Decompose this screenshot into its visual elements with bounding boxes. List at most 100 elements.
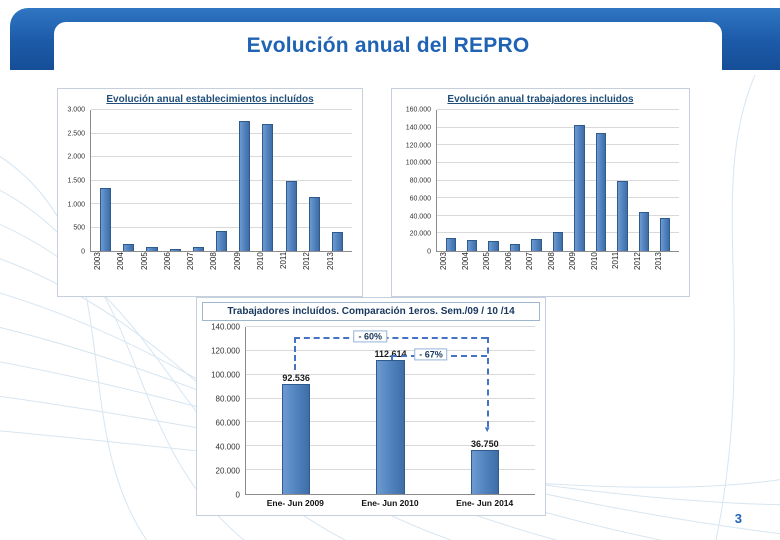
chart-title: Trabajadores incluídos. Comparación 1ero… bbox=[202, 302, 540, 321]
annotation-minus-67pct: - 67% bbox=[414, 348, 448, 361]
annotation-dashed-line bbox=[293, 337, 296, 371]
gridline bbox=[91, 156, 352, 157]
gridline bbox=[437, 109, 679, 110]
annotation-dashed-line bbox=[293, 337, 487, 340]
x-tick-label: 2004 bbox=[460, 252, 470, 270]
bar-2013 bbox=[331, 232, 344, 251]
y-tick-label: 160.000 bbox=[405, 106, 431, 114]
x-axis: 2003 2004 2005 2006 2007 2008 2009 2010 2011 2012… bbox=[436, 252, 679, 294]
x-tick-label: 2007 bbox=[525, 252, 535, 270]
bar-slot: 112.614 bbox=[343, 327, 437, 494]
x-tick-label: 2005 bbox=[482, 252, 492, 270]
annotation-layer: ▼ - 60% - 67% bbox=[246, 327, 535, 494]
x-axis: 2003 2004 2005 2006 2007 2008 2009 2010 2011 2012… bbox=[90, 252, 352, 294]
bar-2012 bbox=[308, 196, 320, 251]
bar-2005 bbox=[488, 241, 499, 251]
bar-2007 bbox=[531, 238, 542, 251]
y-tick-label: 500 bbox=[73, 224, 85, 232]
bar-2011 bbox=[617, 180, 628, 251]
y-tick-label: 40.000 bbox=[215, 442, 240, 452]
chart-title: Evolución anual trabajadores incluidos bbox=[447, 94, 634, 105]
y-tick-label: 60.000 bbox=[409, 195, 431, 203]
plot-area bbox=[90, 109, 352, 252]
x-tick-label: 2010 bbox=[589, 252, 599, 270]
bar-slot bbox=[504, 110, 525, 251]
bar-2011 bbox=[285, 180, 297, 251]
annotation-minus-60pct: - 60% bbox=[353, 330, 388, 343]
bar-2010 bbox=[595, 132, 607, 251]
x-tick-label: 2010 bbox=[255, 252, 265, 270]
bar-slot bbox=[210, 110, 233, 251]
x-tick-label: Ene- Jun 2009 bbox=[266, 498, 324, 508]
chart-establecimientos: Evolución anual establecimientos incluíd… bbox=[57, 88, 363, 297]
x-tick-label: 2013 bbox=[325, 252, 335, 270]
page-number: 3 bbox=[734, 511, 742, 526]
x-tick-label: 2008 bbox=[546, 252, 556, 270]
y-tick-label: 100.000 bbox=[211, 370, 240, 380]
x-tick-label: 2003 bbox=[93, 252, 102, 270]
x-tick-label: 2011 bbox=[611, 252, 621, 270]
bar-2004 bbox=[123, 243, 135, 251]
x-tick-label: 2009 bbox=[232, 252, 242, 270]
chart-body: 0 500 1.000 1.500 2.000 2.500 3.000 2003 2004 20… bbox=[58, 106, 362, 296]
gridline bbox=[437, 161, 679, 163]
bar-slot bbox=[326, 110, 349, 251]
y-tick-label: 60.000 bbox=[215, 418, 240, 428]
gridline bbox=[91, 179, 352, 181]
x-tick-label: 2004 bbox=[116, 252, 126, 270]
x-tick-label: 2009 bbox=[568, 252, 578, 270]
chart-title: Evolución anual establecimientos incluíd… bbox=[106, 94, 314, 105]
annotation-dashed-line bbox=[390, 355, 393, 361]
bar-slot bbox=[303, 110, 326, 251]
x-tick-label: 2005 bbox=[139, 252, 149, 270]
gridline bbox=[437, 144, 679, 146]
bar-slot bbox=[440, 110, 461, 251]
gridline bbox=[437, 214, 679, 216]
x-tick-label: 2011 bbox=[279, 252, 289, 270]
bar-slot bbox=[187, 110, 210, 251]
x-tick-label: 2006 bbox=[162, 252, 172, 270]
bar-Ene- Jun 2014 bbox=[470, 450, 499, 494]
x-tick-label: 2006 bbox=[503, 252, 513, 270]
gridline bbox=[437, 179, 679, 181]
x-tick-label: 2007 bbox=[186, 252, 196, 270]
y-tick-label: 2.000 bbox=[67, 153, 85, 161]
bar-2006 bbox=[169, 248, 181, 251]
bar-value-label: 112.614 bbox=[374, 348, 407, 359]
bar-slot bbox=[633, 110, 654, 251]
bar-slot bbox=[547, 110, 568, 251]
bar-2008 bbox=[215, 230, 228, 251]
y-tick-label: 120.000 bbox=[405, 142, 431, 149]
bar-slot: 36.750 bbox=[438, 327, 532, 494]
y-tick-label: 20.000 bbox=[215, 466, 240, 476]
x-tick-label: Ene- Jun 2014 bbox=[456, 498, 514, 508]
y-tick-label: 0 bbox=[81, 248, 85, 256]
x-tick-label: 2013 bbox=[654, 252, 664, 270]
bar-2008 bbox=[552, 231, 564, 251]
plot-area bbox=[436, 109, 679, 252]
bar-slot bbox=[569, 110, 590, 251]
x-tick-label: 2008 bbox=[209, 252, 219, 270]
bar-slot bbox=[612, 110, 633, 251]
bar-2013 bbox=[660, 217, 671, 251]
bar-2004 bbox=[467, 240, 478, 251]
y-axis: 0 20.000 40.000 60.000 80.000 100.000 120.000 1… bbox=[394, 106, 436, 256]
plot-area: ▼ - 60% - 67% 92.536 112.614 36.750 bbox=[245, 326, 535, 495]
bar-slot bbox=[461, 110, 482, 251]
bar-slot: 92.536 bbox=[249, 327, 343, 494]
bar-value-label: 92.536 bbox=[282, 372, 310, 383]
y-tick-label: 1.000 bbox=[67, 201, 85, 209]
bar-2009 bbox=[574, 124, 585, 251]
bar-2009 bbox=[239, 121, 251, 251]
bar-2006 bbox=[509, 243, 521, 251]
y-axis: 0 500 1.000 1.500 2.000 2.500 3.000 bbox=[60, 107, 90, 256]
gridline bbox=[91, 132, 352, 134]
x-tick-label: 2012 bbox=[302, 252, 312, 270]
bar-slot bbox=[256, 110, 279, 251]
bar-slot bbox=[655, 110, 676, 251]
x-axis: Ene- Jun 2009 Ene- Jun 2010 Ene- Jun 2014 bbox=[245, 495, 535, 513]
bar-slot bbox=[94, 110, 117, 251]
bar-slot bbox=[233, 110, 256, 251]
x-tick-label: Ene- Jun 2010 bbox=[361, 498, 419, 508]
